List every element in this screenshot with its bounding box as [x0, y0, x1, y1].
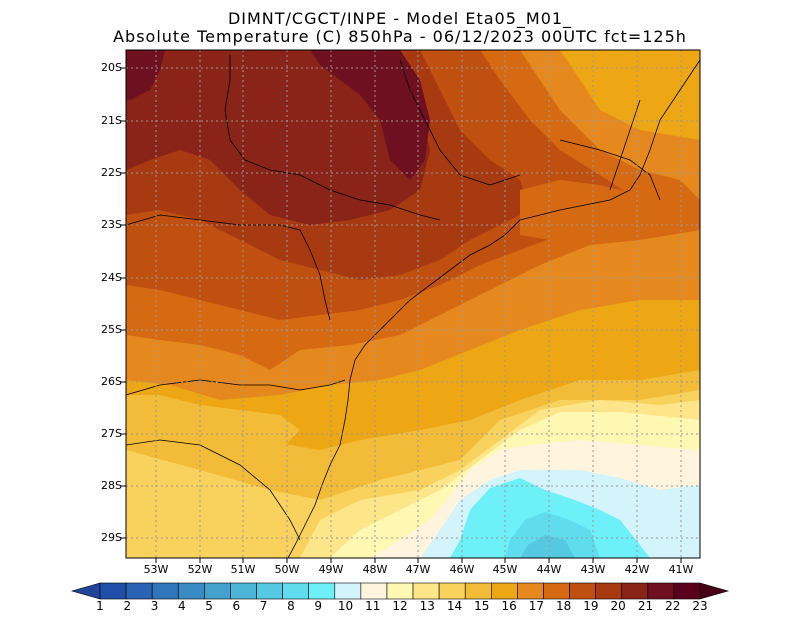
lon-label: 50W: [274, 563, 300, 576]
lon-label: 45W: [492, 563, 518, 576]
plot-frame: [125, 49, 701, 559]
colorbar-label: 10: [337, 599, 354, 613]
field-16-west: [126, 395, 300, 455]
colorbar-box: [464, 582, 492, 600]
state-border-3: [126, 439, 301, 541]
colorbar-label: 11: [365, 599, 381, 613]
colorbar-label: 18: [555, 599, 572, 613]
colorbar-box: [412, 582, 440, 600]
colorbar-label: 19: [583, 599, 599, 613]
title-line-2: Absolute Temperature (C) 850hPa - 06/12/…: [113, 27, 687, 46]
colorbar-label: 15: [474, 599, 490, 613]
colorbar-box: [151, 582, 179, 600]
lon-label: 47W: [405, 563, 431, 576]
lat-label: 21S: [101, 114, 122, 127]
colorbar-label: 21: [637, 599, 654, 613]
lon-label: 48W: [362, 563, 388, 576]
lat-label: 27S: [101, 427, 122, 440]
title-line-1: DIMNT/CGCT/INPE - Model Eta05_M01_: [227, 9, 573, 28]
lon-label: 51W: [230, 563, 256, 576]
lon-label: 42W: [624, 563, 650, 576]
colorbar-box: [517, 582, 544, 600]
colorbar-label: 7: [259, 599, 268, 613]
gridlines: [126, 50, 700, 558]
colorbar-box: [386, 582, 414, 600]
state-border-7: [609, 99, 641, 191]
colorbar-label: 16: [501, 599, 517, 613]
colorbar-box: [673, 582, 701, 600]
colorbar-label: 1: [96, 599, 104, 613]
colorbar-arrow-low: [70, 582, 101, 600]
colorbar-label: 20: [610, 599, 626, 613]
lat-label: 22S: [101, 166, 122, 179]
colorbar-arrow-high: [699, 582, 730, 600]
colorbar-label: 3: [150, 599, 159, 613]
colorbar-label: 23: [692, 599, 708, 613]
colorbar-box: [282, 582, 309, 600]
colorbar-box: [334, 582, 362, 600]
field-22-north: [126, 50, 430, 225]
colorbar-box: [491, 582, 518, 600]
colorbar-box: [543, 582, 570, 600]
colorbar-label: 12: [392, 599, 408, 613]
colorbar-box: [360, 582, 388, 600]
state-border-5: [399, 59, 521, 186]
colorbar-box: [308, 582, 336, 600]
lat-label: 26S: [101, 375, 122, 388]
lon-label: 49W: [318, 563, 344, 576]
colorbar-box: [125, 582, 153, 600]
colorbar: [70, 582, 730, 600]
colorbar-box: [621, 582, 649, 600]
lat-label: 20S: [101, 61, 122, 74]
field-8-south: [520, 535, 575, 558]
lon-label: 43W: [580, 563, 606, 576]
colorbar-label: 5: [205, 599, 213, 613]
colorbar-label: 8: [287, 599, 295, 613]
lat-label: 23S: [101, 218, 122, 231]
lon-label: 53W: [143, 563, 169, 576]
axis-ticks: [121, 67, 682, 563]
map-field: [126, 50, 700, 558]
lon-label: 41W: [668, 563, 694, 576]
colorbar-box: [230, 582, 257, 600]
colorbar-label: 9: [314, 599, 322, 613]
colorbar-label: 22: [665, 599, 681, 613]
lon-label: 44W: [536, 563, 562, 576]
lat-label: 29S: [101, 531, 122, 544]
colorbar-box: [204, 582, 231, 600]
colorbar-label: 14: [446, 599, 463, 613]
lat-label: 25S: [101, 323, 122, 336]
colorbar-box: [177, 582, 205, 600]
lon-label: 52W: [187, 563, 213, 576]
colorbar-box: [256, 582, 283, 600]
colorbar-box: [569, 582, 596, 600]
lon-label: 46W: [449, 563, 475, 576]
state-border-1: [126, 214, 331, 321]
colorbar-label: 13: [419, 599, 435, 613]
colorbar-label: 6: [232, 599, 241, 613]
field-23-north: [310, 50, 430, 180]
lat-label: 24S: [101, 271, 122, 284]
colorbar-label: 2: [123, 599, 132, 613]
colorbar-label: 17: [528, 599, 544, 613]
colorbar-box: [647, 582, 675, 600]
colorbar-box: [595, 582, 623, 600]
colorbar-box: [438, 582, 466, 600]
state-border-4: [224, 55, 441, 221]
coastlines: [126, 55, 700, 558]
lat-label: 28S: [101, 479, 122, 492]
state-border-2: [126, 379, 346, 396]
colorbar-label: 4: [177, 599, 186, 613]
field-23-northwest: [126, 50, 165, 100]
colorbar-box: [99, 582, 127, 600]
state-border-6: [559, 139, 661, 201]
coastline: [287, 59, 700, 558]
